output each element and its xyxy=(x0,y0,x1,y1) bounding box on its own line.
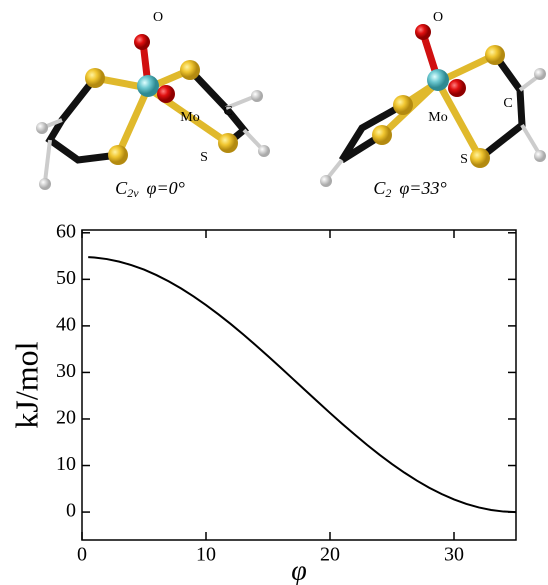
atom-label: S xyxy=(200,150,208,165)
x-axis-label: φ xyxy=(291,555,307,585)
y-tick-label: 20 xyxy=(56,407,76,429)
y-axis-label: kJ/mol xyxy=(8,341,44,428)
caption-subscript: 2 xyxy=(385,186,391,200)
atom-label: C xyxy=(223,104,232,119)
x-tick-label: 10 xyxy=(196,544,216,566)
atom-label: S xyxy=(460,152,468,167)
curve xyxy=(88,257,516,512)
x-tick-label: 0 xyxy=(77,544,87,566)
atom-label: Mo xyxy=(180,110,199,125)
caption-angle: φ=33° xyxy=(399,178,446,198)
y-tick-label: 60 xyxy=(56,220,76,242)
caption-subscript: 2v xyxy=(127,186,139,200)
y-tick-label: 50 xyxy=(56,267,76,289)
y-tick-label: 0 xyxy=(66,500,76,522)
atom-label: O xyxy=(433,10,443,25)
x-tick-label: 30 xyxy=(444,544,464,566)
y-tick-label: 10 xyxy=(56,453,76,475)
y-tick-label: 40 xyxy=(56,313,76,335)
atom-label: C xyxy=(503,96,512,111)
figure: OMoCSC2vφ=0°OMoCSC2φ=33° 010203040506001… xyxy=(0,0,548,585)
atom-label: O xyxy=(153,10,163,25)
caption-angle: φ=0° xyxy=(147,178,185,198)
plot: 0 10 20 30 40 50 60 0 10 20 30 φ kJ/mol xyxy=(8,220,516,585)
molecule-c2v xyxy=(36,34,270,190)
atom-label: Mo xyxy=(428,110,447,125)
x-tick-label: 20 xyxy=(320,544,340,566)
y-tick-label: 30 xyxy=(56,360,76,382)
